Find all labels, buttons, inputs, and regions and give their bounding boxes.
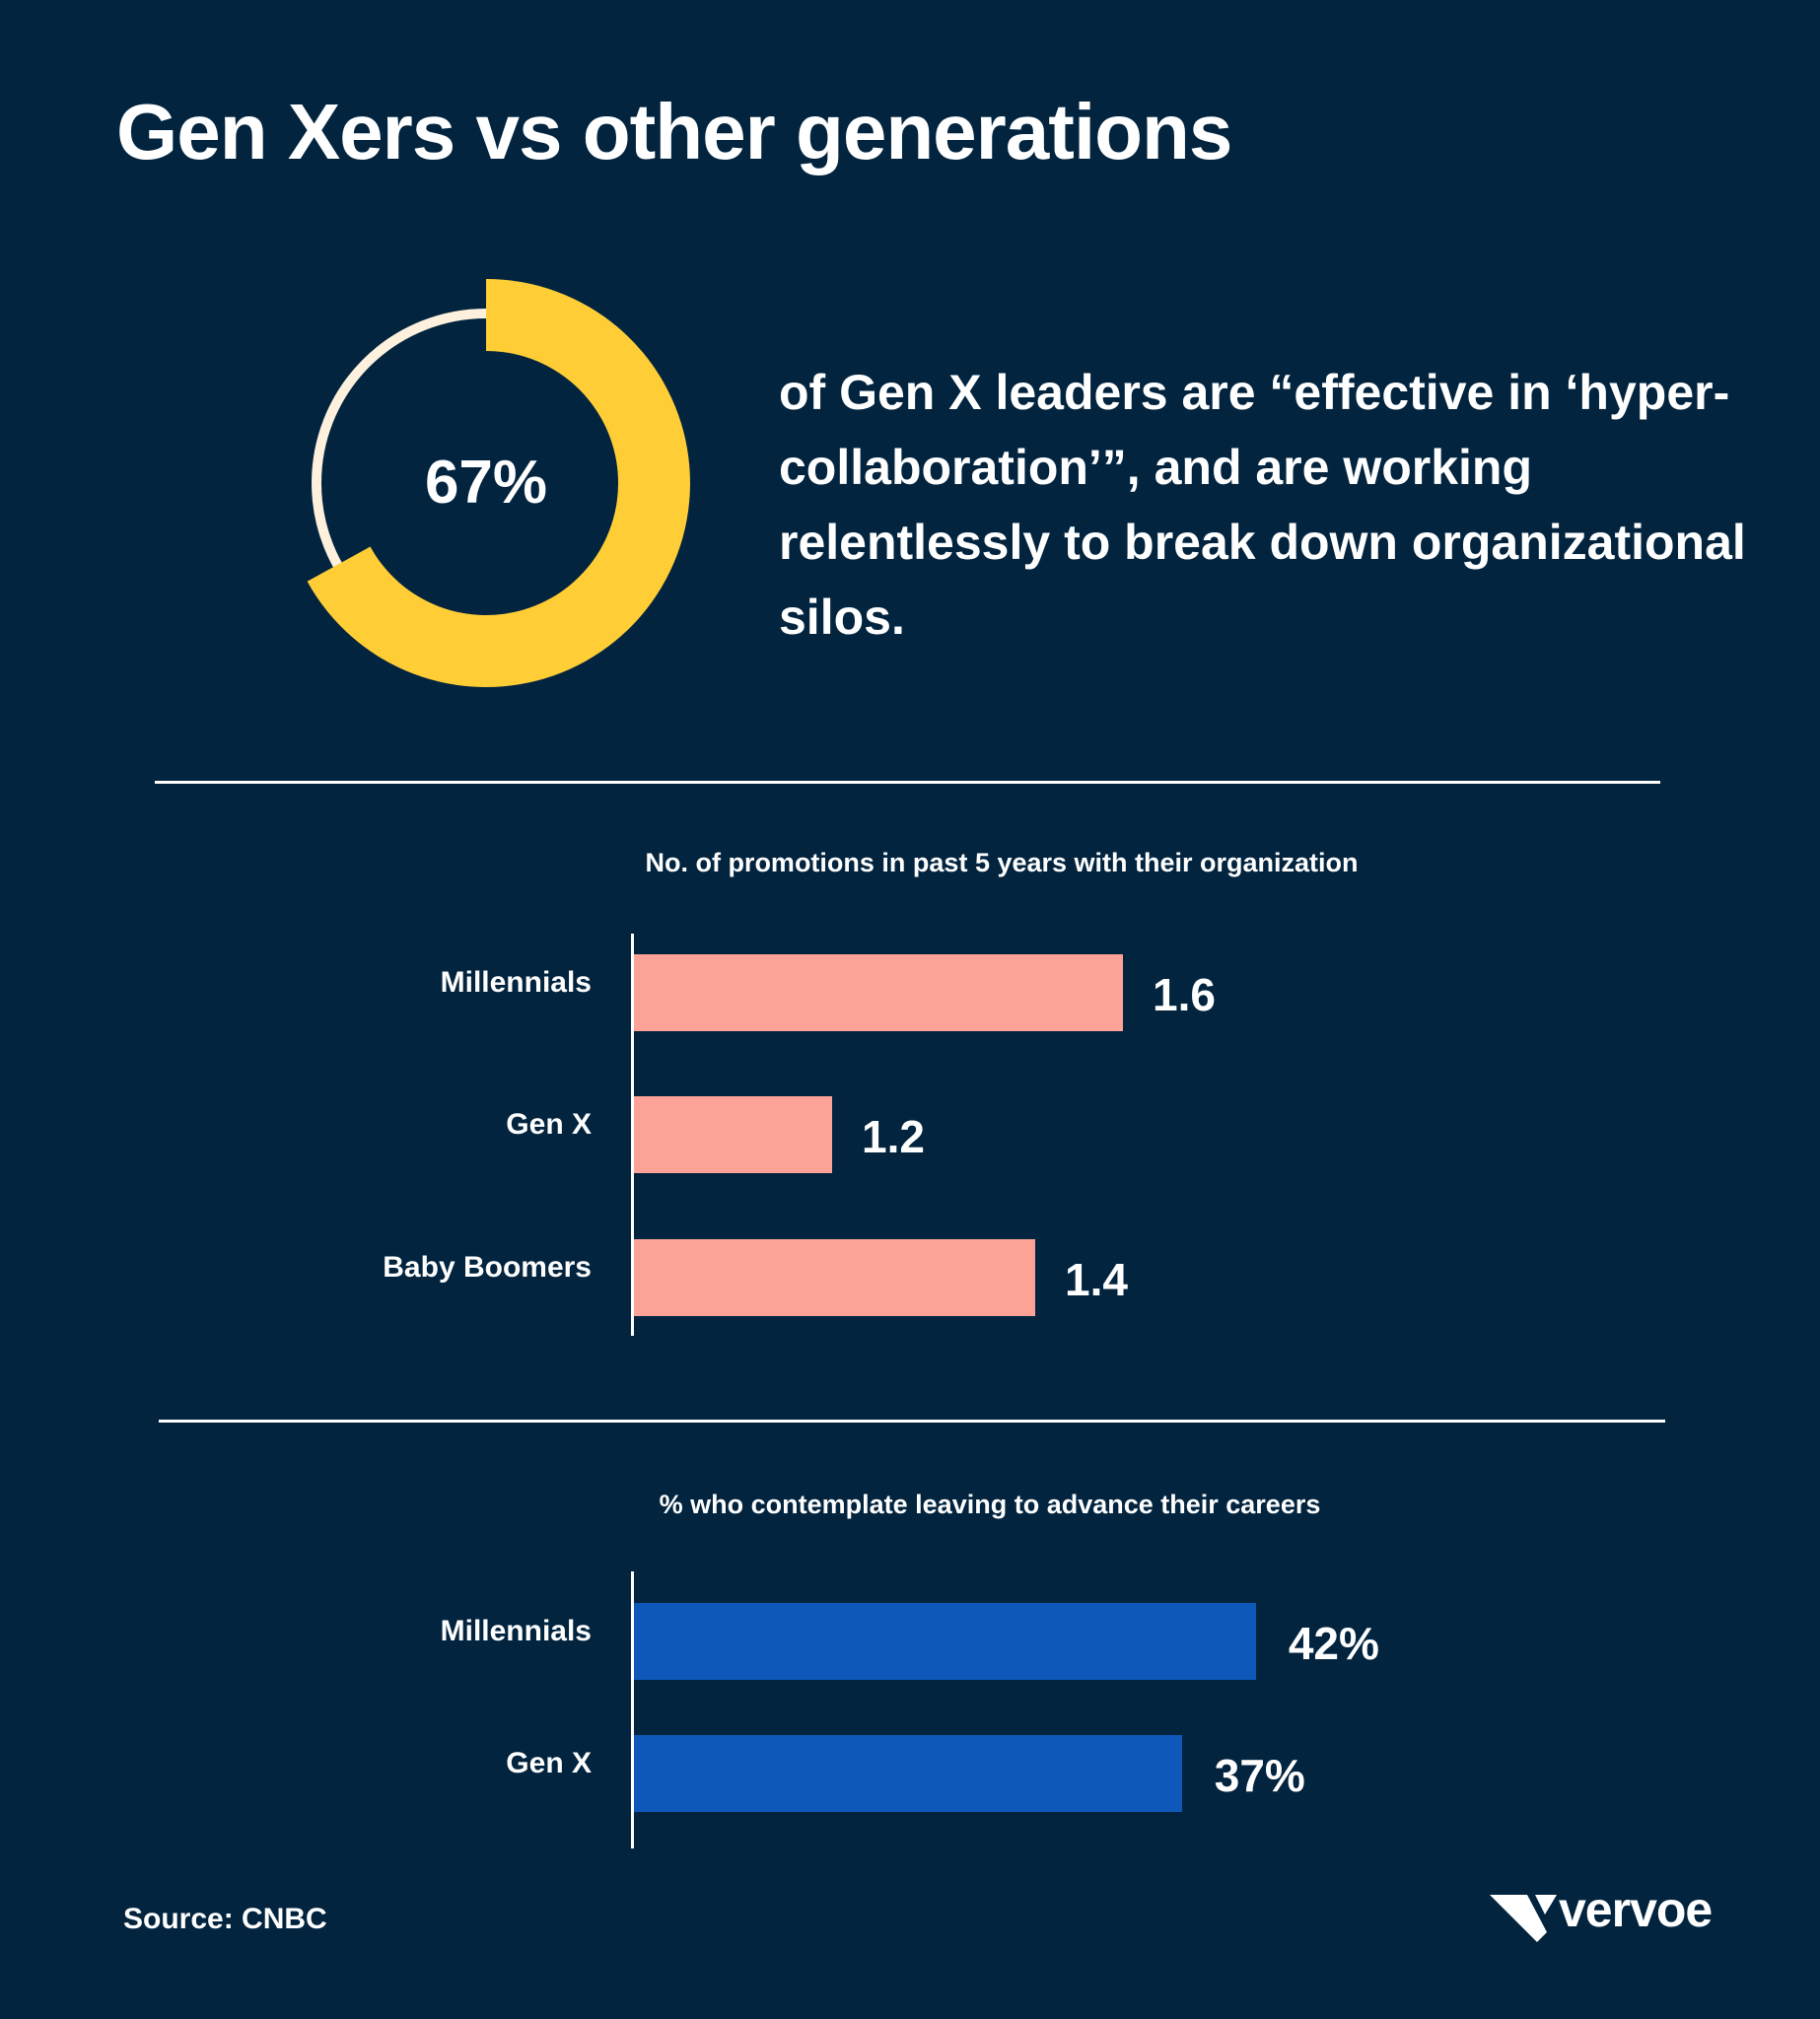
bar-gen-x <box>634 1096 832 1173</box>
stat-description: of Gen X leaders are “effective in ‘hype… <box>779 365 1746 645</box>
axis-line <box>631 934 634 1336</box>
category-label: Millennials <box>440 1615 592 1647</box>
value-label: 1.6 <box>1153 969 1216 1020</box>
value-label: 37% <box>1214 1750 1305 1801</box>
bar-millennials <box>634 954 1123 1031</box>
category-label: Baby Boomers <box>383 1251 592 1284</box>
value-label: 42% <box>1288 1618 1379 1669</box>
page-title: Gen Xers vs other generations <box>116 88 1232 175</box>
bar-millennials <box>634 1603 1256 1680</box>
vervoe-logo: vervoe <box>1488 1882 1744 1949</box>
chart-title-promotions: No. of promotions in past 5 years with t… <box>645 848 1359 877</box>
value-label: 1.2 <box>862 1111 925 1162</box>
category-label: Gen X <box>506 1747 592 1779</box>
donut-chart: 67% <box>307 279 690 687</box>
donut-fill <box>307 279 690 687</box>
axis-line <box>631 1571 634 1848</box>
donut-value-label: 67% <box>425 449 547 517</box>
divider <box>155 781 1660 784</box>
svg-text:vervoe: vervoe <box>1559 1885 1712 1937</box>
category-label: Gen X <box>506 1108 592 1141</box>
bar-gen-x <box>634 1735 1182 1812</box>
chart-title-leaving: % who contemplate leaving to advance the… <box>659 1490 1321 1519</box>
bar-baby-boomers <box>634 1239 1035 1316</box>
category-label: Millennials <box>440 966 592 999</box>
source-note: Source: CNBC <box>123 1903 327 1935</box>
vervoe-logo-mark-icon: vervoe <box>1490 1882 1713 1942</box>
divider <box>159 1420 1665 1423</box>
value-label: 1.4 <box>1065 1254 1128 1305</box>
